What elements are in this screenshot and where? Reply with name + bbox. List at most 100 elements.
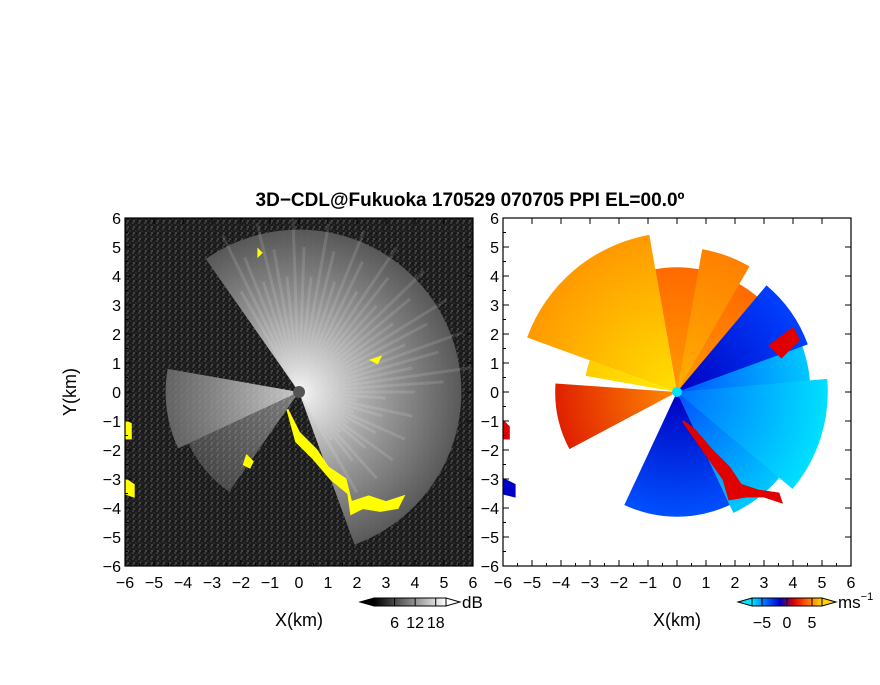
reflectivity-highlight-region bbox=[368, 355, 383, 365]
velocity-ytick-label: −5 bbox=[481, 530, 499, 547]
reflectivity-streak bbox=[298, 331, 464, 394]
reflectivity-streak bbox=[285, 276, 301, 393]
reflectivity-streak bbox=[298, 366, 472, 394]
reflectivity-streak bbox=[239, 290, 301, 393]
reflectivity-streak bbox=[297, 290, 359, 393]
reflectivity-streak bbox=[297, 270, 426, 394]
reflectivity-echo-southwest bbox=[188, 392, 299, 492]
reflectivity-streak bbox=[298, 350, 439, 394]
velocity-axes: −6 −5 −4 −3 −2 −1 0 1 2 3 4 5 6 −6 −5 −4 −3 −2 −1 0 1 2 3 4 5 6 bbox=[481, 211, 856, 592]
reflectivity-ytick-label: −3 bbox=[103, 472, 121, 489]
reflectivity-ytick-label: −2 bbox=[103, 443, 121, 460]
reflectivity-streak bbox=[243, 256, 301, 393]
velocity-xtick-label: −2 bbox=[610, 575, 628, 592]
reflectivity-ytick-label: 0 bbox=[112, 385, 121, 402]
reflectivity-colorbar-high-arrow bbox=[445, 597, 462, 607]
reflectivity-streak bbox=[221, 234, 301, 393]
reflectivity-streak bbox=[298, 390, 394, 462]
velocity-colorbar-high-arrow bbox=[821, 597, 838, 607]
velocity-edge-region bbox=[681, 420, 783, 504]
velocity-ytick-label: 2 bbox=[490, 327, 499, 344]
reflectivity-streak bbox=[297, 281, 337, 393]
reflectivity-streak bbox=[298, 390, 367, 450]
velocity-xlabel: X(km) bbox=[653, 610, 701, 630]
reflectivity-streak bbox=[297, 220, 331, 393]
reflectivity-streak bbox=[297, 247, 306, 393]
reflectivity-ytick-label: −4 bbox=[103, 501, 121, 518]
reflectivity-xtick-label: −5 bbox=[145, 575, 163, 592]
reflectivity-xtick-label: −3 bbox=[203, 575, 221, 592]
reflectivity-xtick-label: −6 bbox=[116, 575, 134, 592]
velocity-ytick-label: 1 bbox=[490, 356, 499, 373]
reflectivity-streak bbox=[297, 391, 359, 494]
reflectivity-xtick-label: 5 bbox=[440, 575, 449, 592]
reflectivity-streak bbox=[297, 250, 336, 393]
reflectivity-streak bbox=[298, 297, 412, 394]
velocity-ytick-label: 5 bbox=[490, 240, 499, 257]
reflectivity-streak bbox=[255, 222, 301, 393]
velocity-ytick-label: 4 bbox=[490, 269, 499, 286]
reflectivity-ytick-label: 3 bbox=[112, 298, 121, 315]
reflectivity-streak bbox=[297, 276, 313, 393]
velocity-ytick-label: −6 bbox=[481, 559, 499, 576]
velocity-ytick-label: 3 bbox=[490, 298, 499, 315]
reflectivity-ytick-label: −6 bbox=[103, 559, 121, 576]
reflectivity-streak bbox=[261, 281, 301, 393]
reflectivity-highlight-region bbox=[257, 247, 263, 259]
radar-origin-velocity bbox=[672, 387, 682, 397]
velocity-colorbar-tick-label: 0 bbox=[783, 615, 792, 632]
velocity-data-layer bbox=[503, 234, 828, 517]
velocity-ytick-label: 6 bbox=[490, 211, 499, 228]
velocity-panel: −6 −5 −4 −3 −2 −1 0 1 2 3 4 5 6 −6 −5 −4 −3 −2 −1 0 1 2 3 4 5 6 X… bbox=[481, 211, 873, 632]
reflectivity-streak bbox=[298, 390, 349, 425]
reflectivity-colorbar-tick-label: 6 bbox=[390, 615, 399, 632]
velocity-sector bbox=[555, 383, 677, 450]
reflectivity-streak bbox=[297, 230, 366, 393]
reflectivity-highlight-region bbox=[242, 453, 254, 469]
reflectivity-ytick-label: 5 bbox=[112, 240, 121, 257]
velocity-sector bbox=[585, 360, 677, 392]
reflectivity-streak bbox=[291, 218, 301, 393]
velocity-sector bbox=[624, 392, 730, 517]
reflectivity-streak bbox=[297, 246, 398, 393]
velocity-ytick-label: −4 bbox=[481, 501, 499, 518]
reflectivity-xtick-label: 1 bbox=[324, 575, 333, 592]
reflectivity-colorbar: 6 12 18 dB bbox=[358, 593, 483, 632]
velocity-sector bbox=[677, 285, 808, 392]
reflectivity-echo-main bbox=[205, 229, 462, 545]
velocity-ytick-label: −1 bbox=[481, 414, 499, 431]
reflectivity-axes: −6 −5 −4 −3 −2 −1 0 1 2 3 4 5 6 −6 −5 −4 −3 −2 −1 0 1 2 3 4 5 6 bbox=[103, 211, 478, 592]
velocity-colorbar-unit: ms−1 bbox=[838, 591, 873, 612]
reflectivity-xtick-label: −4 bbox=[174, 575, 192, 592]
radar-origin bbox=[293, 386, 305, 398]
reflectivity-data-layer bbox=[125, 218, 472, 545]
reflectivity-streak bbox=[298, 390, 386, 400]
reflectivity-streak bbox=[272, 248, 301, 393]
velocity-xtick-label: 2 bbox=[731, 575, 740, 592]
reflectivity-ytick-label: 2 bbox=[112, 327, 121, 344]
reflectivity-streak bbox=[298, 343, 406, 394]
reflectivity-streak bbox=[297, 261, 364, 393]
velocity-sector bbox=[677, 378, 828, 489]
reflectivity-xtick-label: −1 bbox=[261, 575, 279, 592]
reflectivity-colorbar-tick-label: 12 bbox=[406, 615, 424, 632]
reflectivity-streak bbox=[298, 322, 394, 394]
reflectivity-ytick-label: 6 bbox=[112, 211, 121, 228]
reflectivity-streak bbox=[298, 390, 357, 402]
velocity-xtick-label: 4 bbox=[789, 575, 798, 592]
reflectivity-xtick-label: 6 bbox=[469, 575, 478, 592]
reflectivity-streak bbox=[297, 276, 390, 393]
reflectivity-xtick-label: −2 bbox=[232, 575, 250, 592]
velocity-colorbar-tick-label: 5 bbox=[808, 615, 817, 632]
reflectivity-streak bbox=[298, 390, 377, 435]
velocity-xtick-label: −6 bbox=[494, 575, 512, 592]
reflectivity-streak bbox=[298, 390, 413, 418]
reflectivity-streak bbox=[298, 380, 444, 394]
reflectivity-highlight-region bbox=[286, 408, 406, 516]
velocity-ytick-label: 0 bbox=[490, 385, 499, 402]
reflectivity-xlabel: X(km) bbox=[275, 610, 323, 630]
reflectivity-ytick-label: −1 bbox=[103, 414, 121, 431]
velocity-xtick-label: 3 bbox=[760, 575, 769, 592]
reflectivity-xtick-label: 3 bbox=[382, 575, 391, 592]
velocity-colorbar-tick-label: −5 bbox=[753, 615, 771, 632]
